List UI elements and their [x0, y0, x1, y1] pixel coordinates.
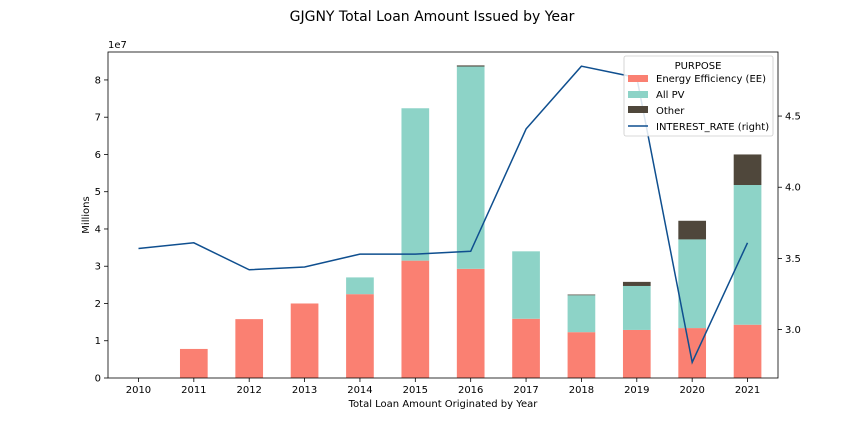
- bar-all-pv-2016: [456, 66, 485, 269]
- bar-energy-efficiency-ee-2012: [235, 319, 264, 378]
- bar-energy-efficiency-ee-2020: [678, 328, 707, 378]
- bar-other-2019: [622, 281, 651, 286]
- y-tick-label-left-0: 0: [95, 374, 101, 385]
- y-tick-label-right-2: 4.0: [785, 183, 801, 194]
- legend-label-ee: Energy Efficiency (EE): [656, 74, 766, 85]
- bar-energy-efficiency-ee-2015: [401, 260, 430, 378]
- x-tick-label-2018: 2018: [569, 385, 594, 396]
- bar-other-2016: [456, 65, 485, 67]
- x-tick-label-2019: 2019: [624, 385, 649, 396]
- bar-other-2020: [678, 220, 707, 240]
- bar-other-2021: [733, 154, 762, 186]
- bar-energy-efficiency-ee-2017: [512, 318, 540, 378]
- bar-energy-efficiency-ee-2018: [567, 332, 596, 378]
- y-axis-right: 3.0 3.5 4.0 4.5: [778, 112, 801, 336]
- x-axis-label: Total Loan Amount Originated by Year: [348, 399, 539, 410]
- y-tick-label-left-2: 2: [95, 299, 101, 310]
- x-tick-label-2017: 2017: [513, 385, 538, 396]
- y-axis-left: 0 1 2 3 4 5 6 7 8: [95, 75, 108, 385]
- plot-frame: [107, 51, 779, 379]
- bars-layer: [179, 65, 762, 378]
- bar-all-pv-2015: [401, 108, 430, 261]
- x-tick-label-2010: 2010: [126, 385, 151, 396]
- legend-label-interest-rate: INTEREST_RATE (right): [656, 122, 769, 133]
- legend-swatch-pv: [628, 91, 648, 98]
- bar-other-2018: [567, 294, 596, 296]
- bar-all-pv-2014: [346, 277, 374, 295]
- y-tick-label-left-1: 1: [95, 336, 101, 347]
- legend-label-pv: All PV: [656, 90, 685, 101]
- bar-energy-efficiency-ee-2013: [290, 303, 319, 378]
- x-tick-label-2021: 2021: [735, 385, 760, 396]
- x-tick-label-2014: 2014: [347, 385, 372, 396]
- legend-box: [623, 55, 774, 137]
- legend-title: PURPOSE: [675, 61, 722, 72]
- x-tick-label-2011: 2011: [181, 385, 206, 396]
- y-offset-text: 1e7: [108, 40, 127, 51]
- bar-energy-efficiency-ee-2011: [179, 348, 208, 378]
- legend: PURPOSE Energy Efficiency (EE) All PV Ot…: [623, 55, 774, 137]
- x-tick-label-2013: 2013: [292, 385, 317, 396]
- x-tick-label-2015: 2015: [403, 385, 428, 396]
- x-tick-label-2016: 2016: [458, 385, 483, 396]
- chart-title: GJGNY Total Loan Amount Issued by Year: [290, 9, 575, 25]
- x-tick-label-2012: 2012: [236, 385, 261, 396]
- legend-swatch-other: [628, 106, 648, 113]
- bar-all-pv-2019: [622, 285, 651, 330]
- y-tick-label-left-8: 8: [95, 75, 101, 86]
- y-tick-label-left-4: 4: [95, 224, 101, 235]
- legend-swatch-ee: [628, 75, 648, 82]
- y-tick-label-right-0: 3.0: [785, 325, 801, 336]
- y-tick-label-left-5: 5: [95, 187, 101, 198]
- y-axis-label: Millions: [81, 196, 92, 233]
- bar-energy-efficiency-ee-2019: [622, 329, 651, 378]
- bar-energy-efficiency-ee-2016: [456, 268, 485, 378]
- y-tick-label-right-3: 4.5: [785, 112, 801, 123]
- bar-all-pv-2018: [567, 295, 596, 333]
- bar-energy-efficiency-ee-2021: [733, 324, 762, 378]
- y-tick-label-left-3: 3: [95, 262, 101, 273]
- x-axis: 2010 2011 2012 2013 2014 2015 2016 2017 2018 2019…: [126, 378, 760, 396]
- bar-energy-efficiency-ee-2014: [346, 294, 374, 378]
- y-tick-label-left-6: 6: [95, 150, 101, 161]
- bar-all-pv-2021: [733, 185, 762, 325]
- bar-all-pv-2017: [512, 251, 540, 319]
- x-tick-label-2020: 2020: [679, 385, 704, 396]
- y-tick-label-left-7: 7: [95, 113, 101, 124]
- legend-label-other: Other: [656, 106, 685, 117]
- y-tick-label-right-1: 3.5: [785, 254, 801, 265]
